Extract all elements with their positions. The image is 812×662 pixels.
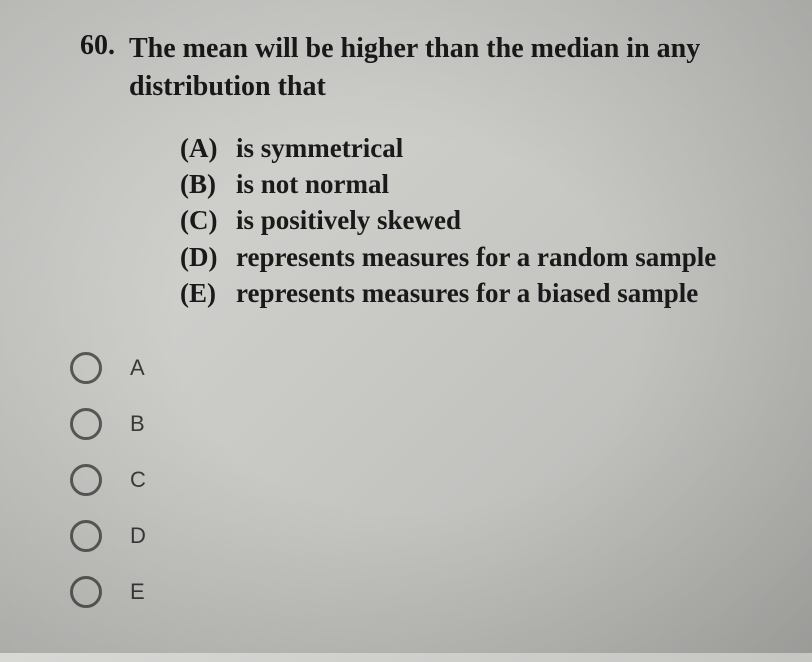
question-page: 60. The mean will be higher than the med… <box>0 0 812 662</box>
answer-choice-c[interactable]: C <box>70 464 772 496</box>
question-text: The mean will be higher than the median … <box>129 30 772 106</box>
answer-label: C <box>130 467 146 493</box>
radio-icon[interactable] <box>70 520 102 552</box>
option-text: is not normal <box>236 166 772 202</box>
option-b: (B) is not normal <box>180 166 772 202</box>
radio-icon[interactable] <box>70 464 102 496</box>
answer-choice-b[interactable]: B <box>70 408 772 440</box>
question-number: 60. <box>80 30 115 106</box>
option-text: represents measures for a biased sample <box>236 275 772 311</box>
answer-label: B <box>130 411 145 437</box>
radio-icon[interactable] <box>70 408 102 440</box>
options-block: (A) is symmetrical (B) is not normal (C)… <box>180 130 772 312</box>
answer-label: E <box>130 579 145 605</box>
option-letter: (D) <box>180 239 236 275</box>
radio-icon[interactable] <box>70 576 102 608</box>
answer-label: D <box>130 523 146 549</box>
answer-choice-d[interactable]: D <box>70 520 772 552</box>
option-c: (C) is positively skewed <box>180 202 772 238</box>
answer-label: A <box>130 355 145 381</box>
radio-icon[interactable] <box>70 352 102 384</box>
answer-choice-a[interactable]: A <box>70 352 772 384</box>
option-a: (A) is symmetrical <box>180 130 772 166</box>
option-text: is symmetrical <box>236 130 772 166</box>
option-letter: (A) <box>180 130 236 166</box>
option-text: represents measures for a random sample <box>236 239 772 275</box>
option-text: is positively skewed <box>236 202 772 238</box>
option-letter: (C) <box>180 202 236 238</box>
answer-choice-e[interactable]: E <box>70 576 772 608</box>
option-letter: (B) <box>180 166 236 202</box>
option-d: (D) represents measures for a random sam… <box>180 239 772 275</box>
answer-choices: A B C D E <box>70 352 772 608</box>
question-block: 60. The mean will be higher than the med… <box>80 30 772 106</box>
option-letter: (E) <box>180 275 236 311</box>
option-e: (E) represents measures for a biased sam… <box>180 275 772 311</box>
